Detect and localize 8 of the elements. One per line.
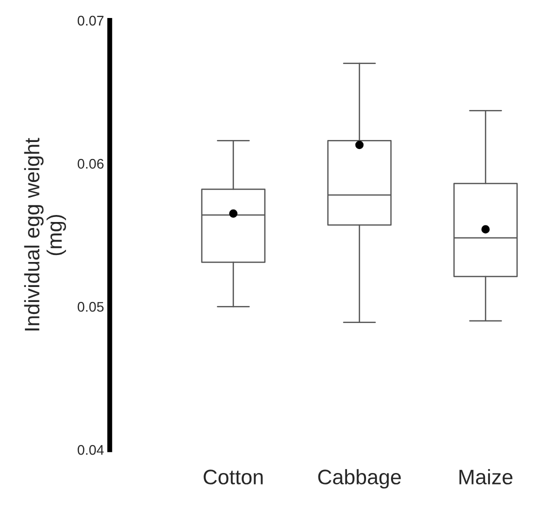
y-tick-label: 0.04	[78, 445, 104, 455]
x-tick-label: Maize	[459, 469, 512, 484]
y-tick-label: 0.06	[78, 158, 104, 169]
x-tick-label: Cotton	[204, 470, 263, 484]
y-tick-label: 0.05	[78, 302, 104, 312]
y-axis-title: Individual egg weight (mg)	[24, 138, 66, 330]
x-tick-label: Cabbage	[318, 469, 401, 489]
y-tick-label: 0.07	[78, 16, 104, 26]
